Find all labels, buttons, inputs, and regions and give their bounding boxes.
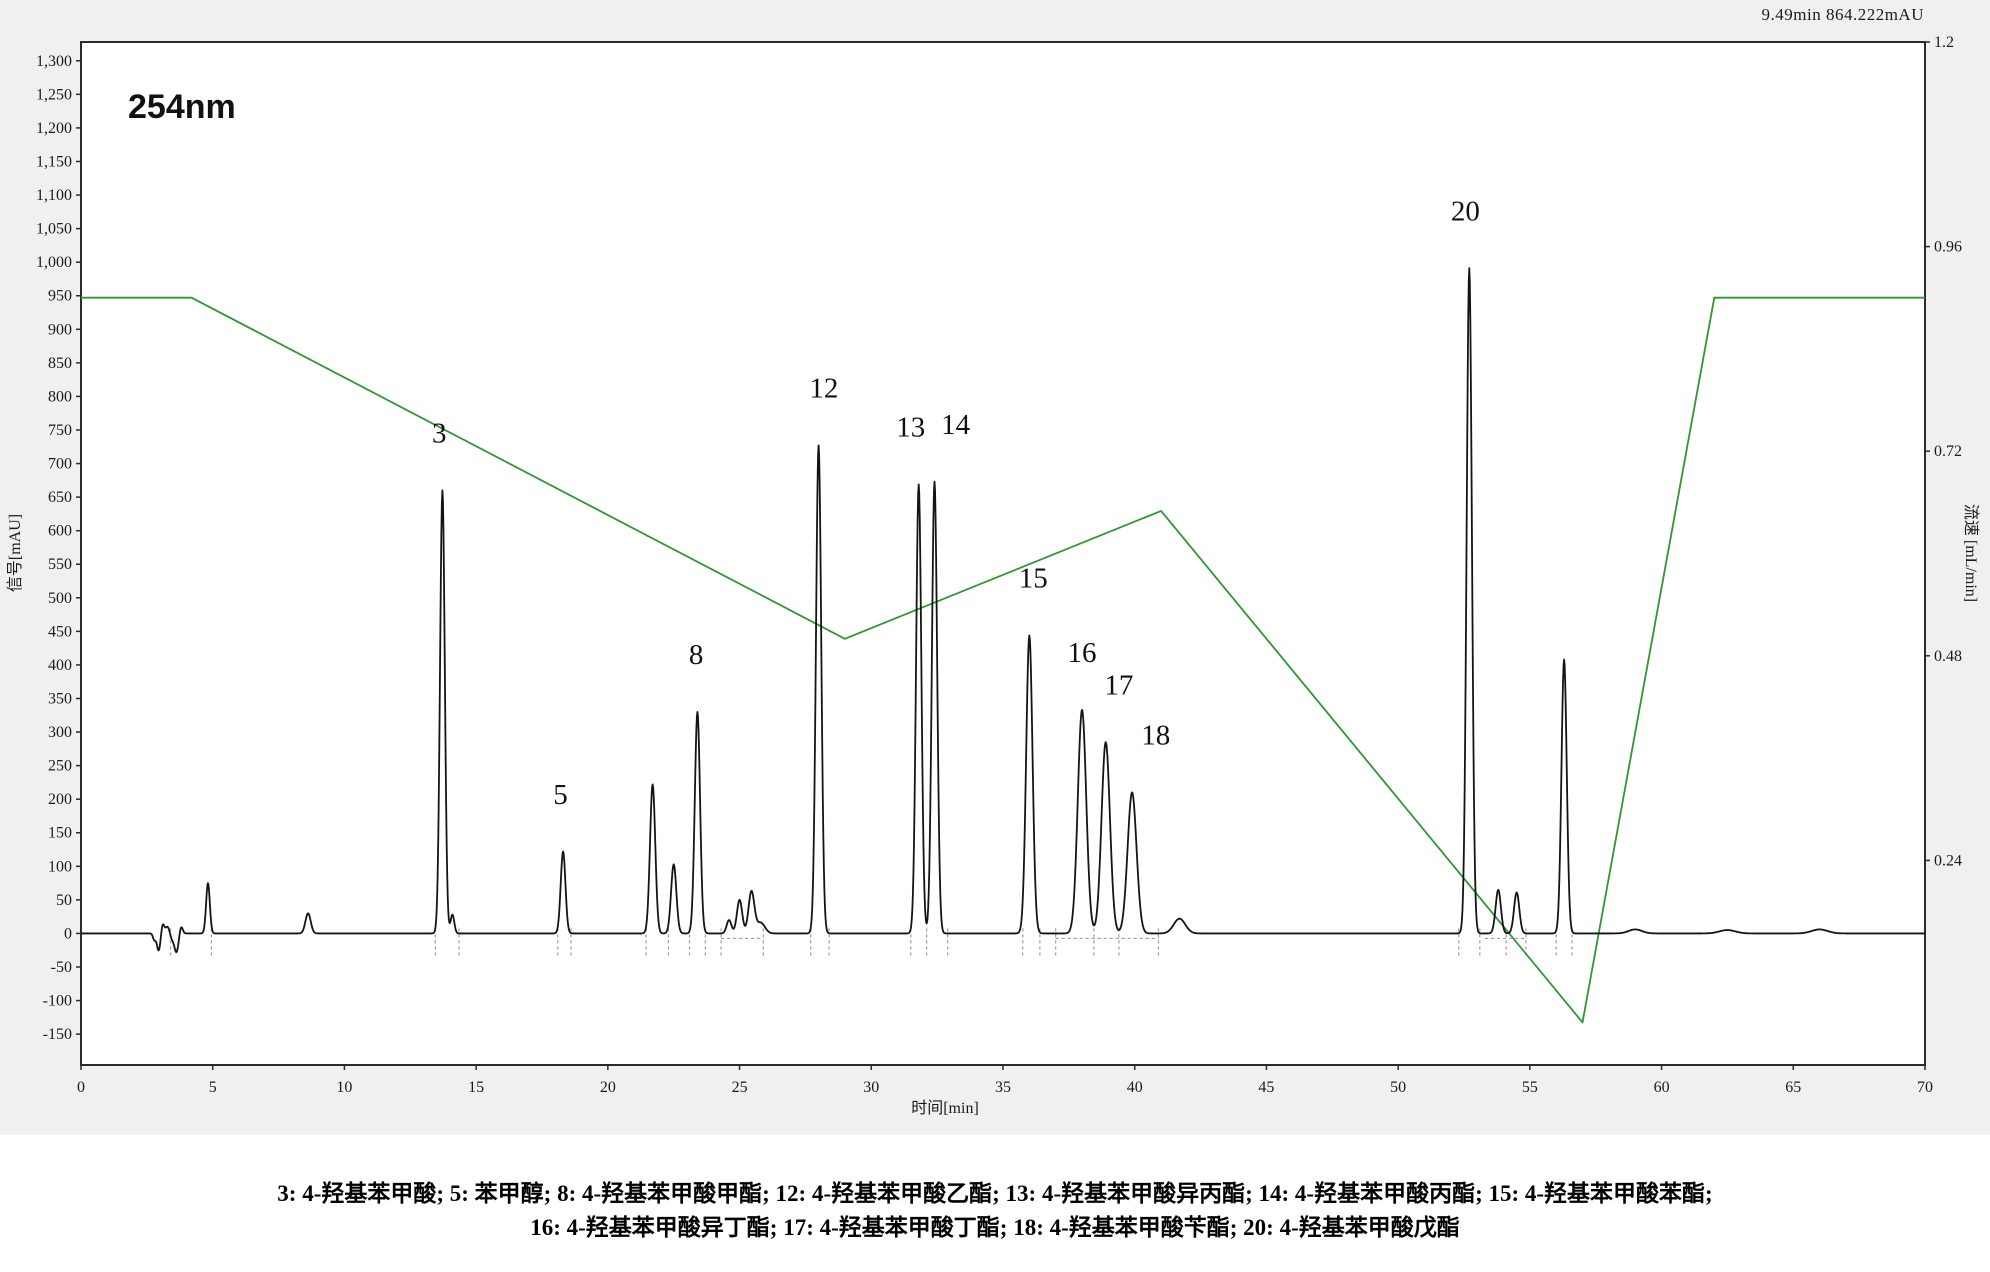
y-left-tick-label: 500: [48, 590, 72, 607]
chromatogram-panel: 9.49min 864.222mAU 254nm -150 -100 -50 0 50 1…: [0, 0, 1990, 1135]
x-tick-label: 25: [732, 1079, 748, 1096]
y-left-tick-label: 350: [48, 690, 72, 707]
peak-label-15: 15: [1019, 563, 1048, 595]
plot-area: [80, 41, 1926, 1066]
y-left-tick-label: 900: [48, 321, 72, 338]
y-left-tick-label: 800: [48, 388, 72, 405]
x-tick-label: 0: [77, 1079, 85, 1096]
y-left-axis-title: 信号[mAU]: [6, 514, 24, 592]
y-left-tick-label: 1,050: [36, 221, 72, 238]
wavelength-label: 254nm: [128, 88, 236, 126]
y-left-tick-label: 100: [48, 858, 72, 875]
y-left-tick-label: -100: [43, 993, 72, 1010]
peak-label-3: 3: [432, 418, 447, 450]
x-tick-label: 20: [600, 1079, 616, 1096]
y-right-tick-label: 1.2: [1934, 34, 1954, 51]
y-right-axis-title: 流速 [mL/min]: [1962, 504, 1980, 602]
caption-line-2: 16: 4-羟基苯甲酸异丁酯; 17: 4-羟基苯甲酸丁酯; 18: 4-羟基苯…: [530, 1215, 1460, 1240]
y-left-tick-label: 600: [48, 523, 72, 540]
y-left-tick-label: -50: [51, 959, 72, 976]
y-left-tick-label: 200: [48, 791, 72, 808]
peak-label-17: 17: [1104, 669, 1133, 701]
x-tick-label: 15: [468, 1079, 484, 1096]
y-left-tick-label: 650: [48, 489, 72, 506]
caption-line-1: 3: 4-羟基苯甲酸; 5: 苯甲醇; 8: 4-羟基苯甲酸甲酯; 12: 4-…: [277, 1181, 1713, 1206]
peak-label-12: 12: [809, 373, 838, 405]
y-right-tick-label: 0.48: [1934, 648, 1962, 665]
y-right-tick-label: 0.24: [1934, 852, 1962, 869]
y-left-tick-label: 50: [56, 892, 72, 909]
x-tick-label: 30: [863, 1079, 879, 1096]
x-tick-label: 5: [209, 1079, 217, 1096]
y-left-tick-label: 150: [48, 825, 72, 842]
signal-trace: [80, 267, 1926, 954]
y-left-tick-label: -150: [43, 1026, 72, 1043]
x-tick-label: 35: [995, 1079, 1011, 1096]
y-left-tick-label: 1,300: [36, 53, 72, 70]
y-left-tick-label: 1,100: [36, 187, 72, 204]
x-axis-title: 时间[min]: [911, 1099, 979, 1117]
y-left-tick-label: 950: [48, 288, 72, 305]
y-left-tick-label: 400: [48, 657, 72, 674]
x-tick-label: 70: [1917, 1079, 1933, 1096]
x-tick-label: 50: [1390, 1079, 1406, 1096]
y-left-tick-label: 250: [48, 758, 72, 775]
y-left-tick-label: 1,150: [36, 153, 72, 170]
y-left-tick-label: 1,200: [36, 120, 72, 137]
cursor-readout: 9.49min 864.222mAU: [1761, 5, 1924, 24]
peak-label-13: 13: [896, 412, 925, 444]
y-left-tick-label: 450: [48, 623, 72, 640]
x-tick-label: 65: [1785, 1079, 1801, 1096]
y-left-tick-label: 1,000: [36, 254, 72, 271]
x-tick-label: 40: [1127, 1079, 1143, 1096]
peak-label-16: 16: [1068, 637, 1097, 669]
peak-label-18: 18: [1141, 720, 1170, 752]
peak-label-5: 5: [553, 779, 568, 811]
peak-label-14: 14: [941, 409, 971, 441]
y-left-tick-label: 550: [48, 556, 72, 573]
y-left-tick-label: 750: [48, 422, 72, 439]
y-right-tick-label: 0.72: [1934, 443, 1962, 460]
peak-label-20: 20: [1451, 195, 1480, 227]
x-tick-label: 45: [1258, 1079, 1274, 1096]
y-left-tick-label: 850: [48, 355, 72, 372]
y-left-tick-label: 0: [64, 925, 72, 942]
y-left-tick-label: 700: [48, 456, 72, 473]
y-right-tick-label: 0.96: [1934, 239, 1962, 256]
caption: 3: 4-羟基苯甲酸; 5: 苯甲醇; 8: 4-羟基苯甲酸甲酯; 12: 4-…: [0, 1135, 1990, 1272]
flow-rate-curve: [81, 296, 1925, 1024]
x-tick-label: 60: [1654, 1079, 1670, 1096]
x-tick-label: 10: [336, 1079, 352, 1096]
x-tick-label: 55: [1522, 1079, 1538, 1096]
y-left-tick-label: 300: [48, 724, 72, 741]
chromatogram-svg: -150-100-5005010015020025030035040045050…: [6, 34, 1980, 1117]
y-left-tick-label: 1,250: [36, 86, 72, 103]
peak-label-8: 8: [689, 639, 704, 671]
